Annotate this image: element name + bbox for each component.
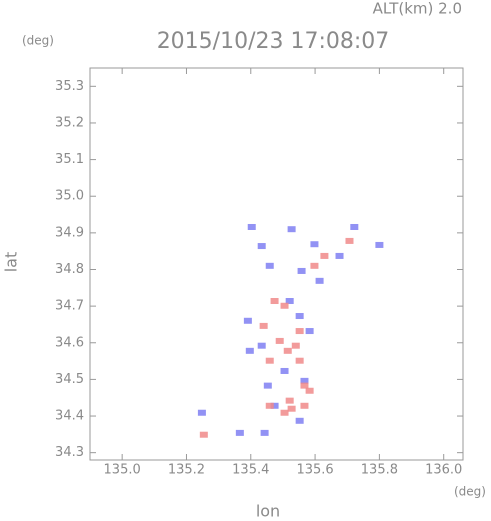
echo-cell [197,409,206,416]
echo-cell [295,417,304,424]
echo-cell [270,298,279,305]
x-axis-label: lon [256,502,280,521]
echo-cell [199,431,208,438]
echo-cell [375,241,384,248]
echo-cell [263,382,272,389]
echo-cell [300,402,309,409]
echo-cell [285,298,294,305]
echo-cell [245,347,254,354]
y-tick-label: 35.0 [55,189,84,204]
y-unit: (deg) [22,34,54,48]
echo-cell [295,313,304,320]
x-tick-label: 135.2 [168,463,205,478]
echo-cell [297,267,306,274]
y-tick-label: 34.9 [55,225,84,240]
echo-cell [305,387,314,394]
echo-cell [270,402,279,409]
echo-cell [235,429,244,436]
echo-cell [280,367,289,374]
y-tick-label: 34.3 [55,445,84,460]
echo-cell [275,337,284,344]
echo-cell [295,357,304,364]
echo-cell [350,223,359,230]
echo-cell [280,302,289,309]
y-tick-label: 34.7 [55,299,84,314]
echo-cell [305,328,314,335]
echo-cell [300,382,309,389]
echo-cell [315,277,324,284]
echo-cell [285,397,294,404]
x-tick-label: 135.8 [361,463,398,478]
x-tick-label: 135.0 [104,463,141,478]
y-axis-label: lat [2,252,21,273]
echo-cell [260,429,269,436]
echo-cell [265,357,274,364]
y-tick-label: 34.4 [55,409,84,424]
echo-cell [280,409,289,416]
echo-cell [300,377,309,384]
y-tick-label: 34.8 [55,262,84,277]
y-tick-label: 34.5 [55,372,84,387]
y-tick-label: 35.2 [55,115,84,130]
x-tick-label: 135.6 [296,463,333,478]
echo-cell [283,347,292,354]
altitude-label: ALT(km) 2.0 [373,0,462,18]
y-tick-label: 34.6 [55,335,84,350]
echo-cell [243,317,252,324]
y-tick-label: 35.3 [55,79,84,94]
chart-title: 2015/10/23 17:08:07 [157,29,390,54]
echo-cell [259,322,268,329]
echo-cell [310,262,319,269]
x-tick-label: 135.4 [232,463,269,478]
x-tick-label: 136.0 [425,463,462,478]
echo-cell [287,226,296,233]
echo-cell [335,252,344,259]
echo-cell [257,243,266,250]
echo-cell [257,342,266,349]
plot-frame [89,67,464,461]
echo-cell [310,241,319,248]
echo-cell [287,405,296,412]
x-unit: (deg) [454,485,486,499]
echo-cell [295,328,304,335]
echo-cell [320,252,329,259]
echo-cell [247,223,256,230]
y-tick-label: 35.1 [55,152,84,167]
echo-cell [265,262,274,269]
echo-cell [345,237,354,244]
echo-cell [291,342,300,349]
echo-cell [265,402,274,409]
